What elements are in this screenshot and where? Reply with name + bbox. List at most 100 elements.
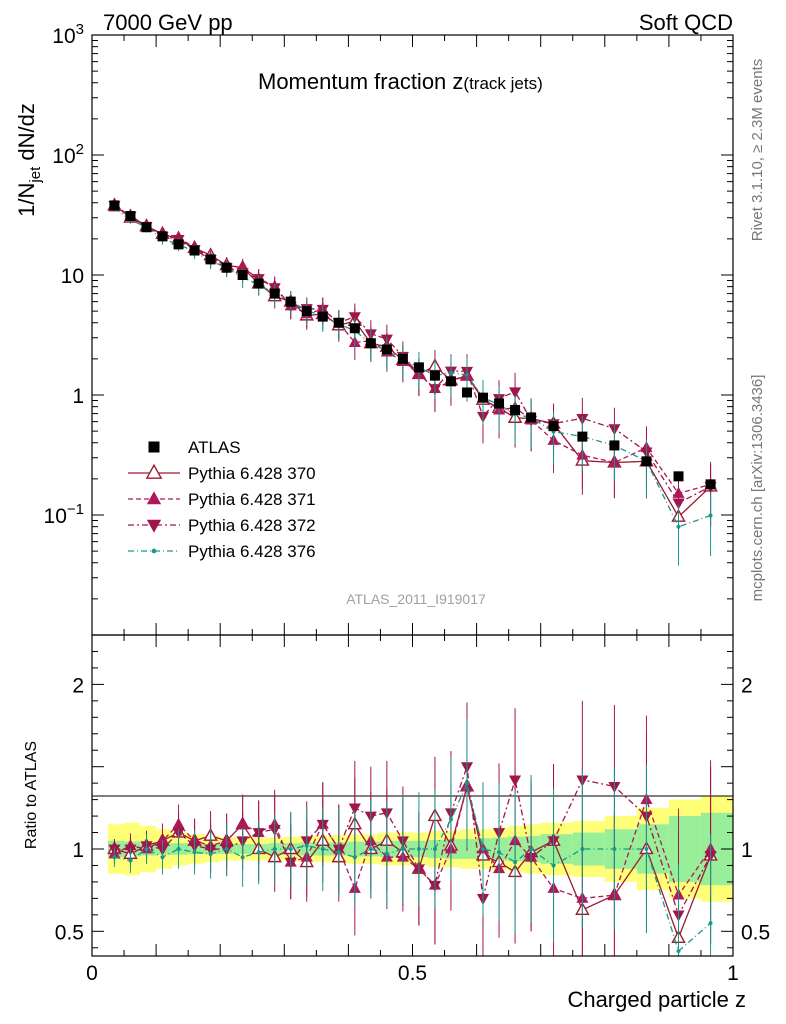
ratio-marker-4 (448, 817, 453, 822)
ratio-y-tick-label: 2 (72, 674, 84, 697)
x-axis-label: Charged particle z (567, 987, 746, 1012)
ratio-band-inner (668, 816, 701, 882)
ratio-panel: 0.5 0.51 12 20 0.5 1 (55, 634, 770, 985)
ratio-marker-4 (208, 851, 213, 856)
ratio-marker-4 (112, 855, 117, 860)
ratio-frame (91, 634, 734, 957)
atlas-point (333, 317, 344, 328)
atlas-point (285, 296, 296, 307)
main-y-tick-label: 10 (61, 265, 84, 288)
ratio-y-axis-label: Ratio to ATLAS (23, 741, 40, 849)
main-curves (107, 197, 718, 566)
atlas-point (445, 376, 456, 387)
ratio-marker-4 (256, 850, 261, 855)
ratio-y-tick-label-right: 0.5 (741, 921, 770, 944)
atlas-point (494, 398, 505, 409)
ratio-y-tick-label: 0.5 (55, 921, 84, 944)
ratio-y-tick-label-right: 1 (741, 839, 753, 862)
x-tick-label: 0 (86, 962, 98, 985)
legend: ATLAS Pythia 6.428 370 Pythia 6.428 371 Pyt… (128, 438, 316, 561)
ratio-marker-4 (320, 847, 325, 851)
ratio-marker-4 (144, 847, 149, 851)
atlas-point (548, 421, 559, 432)
atlas-point (205, 254, 216, 265)
ratio-marker-4 (288, 847, 293, 851)
ratio-marker-4 (176, 847, 181, 851)
atlas-point (141, 222, 152, 233)
atlas-point (609, 440, 620, 451)
legend-marker (146, 519, 162, 533)
ratio-marker-4 (384, 851, 389, 856)
ratio-curves (107, 700, 718, 956)
ratio-marker-4 (676, 949, 681, 954)
main-y-tick-label: 103 (52, 21, 84, 48)
atlas-point (461, 387, 472, 398)
atlas-point (381, 344, 392, 355)
ratio-band-inner (348, 841, 365, 857)
chart-title: Momentum fraction z(track jets) (258, 69, 543, 94)
watermark: ATLAS_2011_I919017 (346, 591, 486, 607)
mcplots-label: mcplots.cern.ch [arXiv:1306.3436] (749, 375, 766, 602)
atlas-point (173, 239, 184, 250)
atlas-point (109, 200, 120, 211)
ratio-marker-4 (644, 847, 649, 851)
series-line-3 (114, 204, 711, 504)
legend-label: ATLAS (188, 438, 241, 457)
series-marker-4 (708, 513, 713, 518)
atlas-point (510, 404, 521, 415)
legend-marker (145, 463, 163, 479)
header-left: 7000 GeV pp (103, 10, 233, 35)
atlas-point (478, 392, 489, 403)
chart-title-var: z (452, 69, 463, 94)
ratio-marker-4 (128, 858, 133, 863)
main-ticks: 10−1 1 10 102 103 (44, 21, 734, 636)
atlas-point (526, 412, 537, 423)
legend-marker (146, 491, 162, 505)
ratio-marker-4 (465, 781, 469, 786)
header-right: Soft QCD (639, 10, 733, 35)
ratio-marker-3 (348, 803, 361, 815)
atlas-point (317, 311, 328, 322)
ratio-band-inner (460, 839, 477, 859)
ratio-band-inner (300, 842, 317, 856)
ratio-marker-4 (612, 847, 617, 851)
main-y-tick-label: 102 (52, 141, 84, 168)
ratio-marker-4 (224, 847, 229, 851)
atlas-point (125, 211, 136, 222)
legend-label: Pythia 6.428 371 (188, 490, 316, 509)
ratio-ticks: 0.5 0.51 12 20 0.5 1 (55, 634, 770, 985)
legend-label: Pythia 6.428 372 (188, 516, 316, 535)
ratio-marker-4 (529, 847, 534, 851)
ratio-marker-4 (481, 847, 485, 851)
atlas-point (673, 471, 684, 482)
ratio-marker-4 (352, 855, 357, 860)
x-tick-label: 0.5 (398, 962, 427, 985)
ratio-y-tick-label-right: 2 (741, 674, 753, 697)
series-marker-4 (465, 372, 469, 377)
atlas-point (157, 231, 168, 242)
main-y-tick-label: 10−1 (44, 501, 84, 528)
ratio-marker-4 (304, 843, 309, 848)
ratio-y-tick-label: 1 (72, 839, 84, 862)
ratio-marker-4 (551, 863, 556, 868)
series-marker-4 (448, 370, 453, 375)
ratio-marker-4 (160, 855, 165, 860)
ratio-marker-3 (509, 775, 522, 787)
atlas-point (269, 288, 280, 299)
ratio-marker-4 (580, 847, 585, 851)
series-marker-4 (676, 524, 681, 529)
atlas-point (365, 338, 376, 349)
ratio-marker-4 (336, 850, 341, 855)
main-points (109, 200, 716, 490)
atlas-point (413, 362, 424, 373)
atlas-point (237, 270, 248, 280)
atlas-point (397, 353, 408, 364)
ratio-band-inner (604, 829, 637, 869)
ratio-line-4 (114, 781, 712, 953)
atlas-point (349, 323, 360, 334)
rivet-label: Rivet 3.1.10, ≥ 2.3M events (749, 59, 766, 242)
x-tick-label: 1 (727, 962, 739, 985)
atlas-point (577, 431, 588, 442)
atlas-point (189, 245, 200, 256)
ratio-marker-4 (708, 921, 713, 926)
